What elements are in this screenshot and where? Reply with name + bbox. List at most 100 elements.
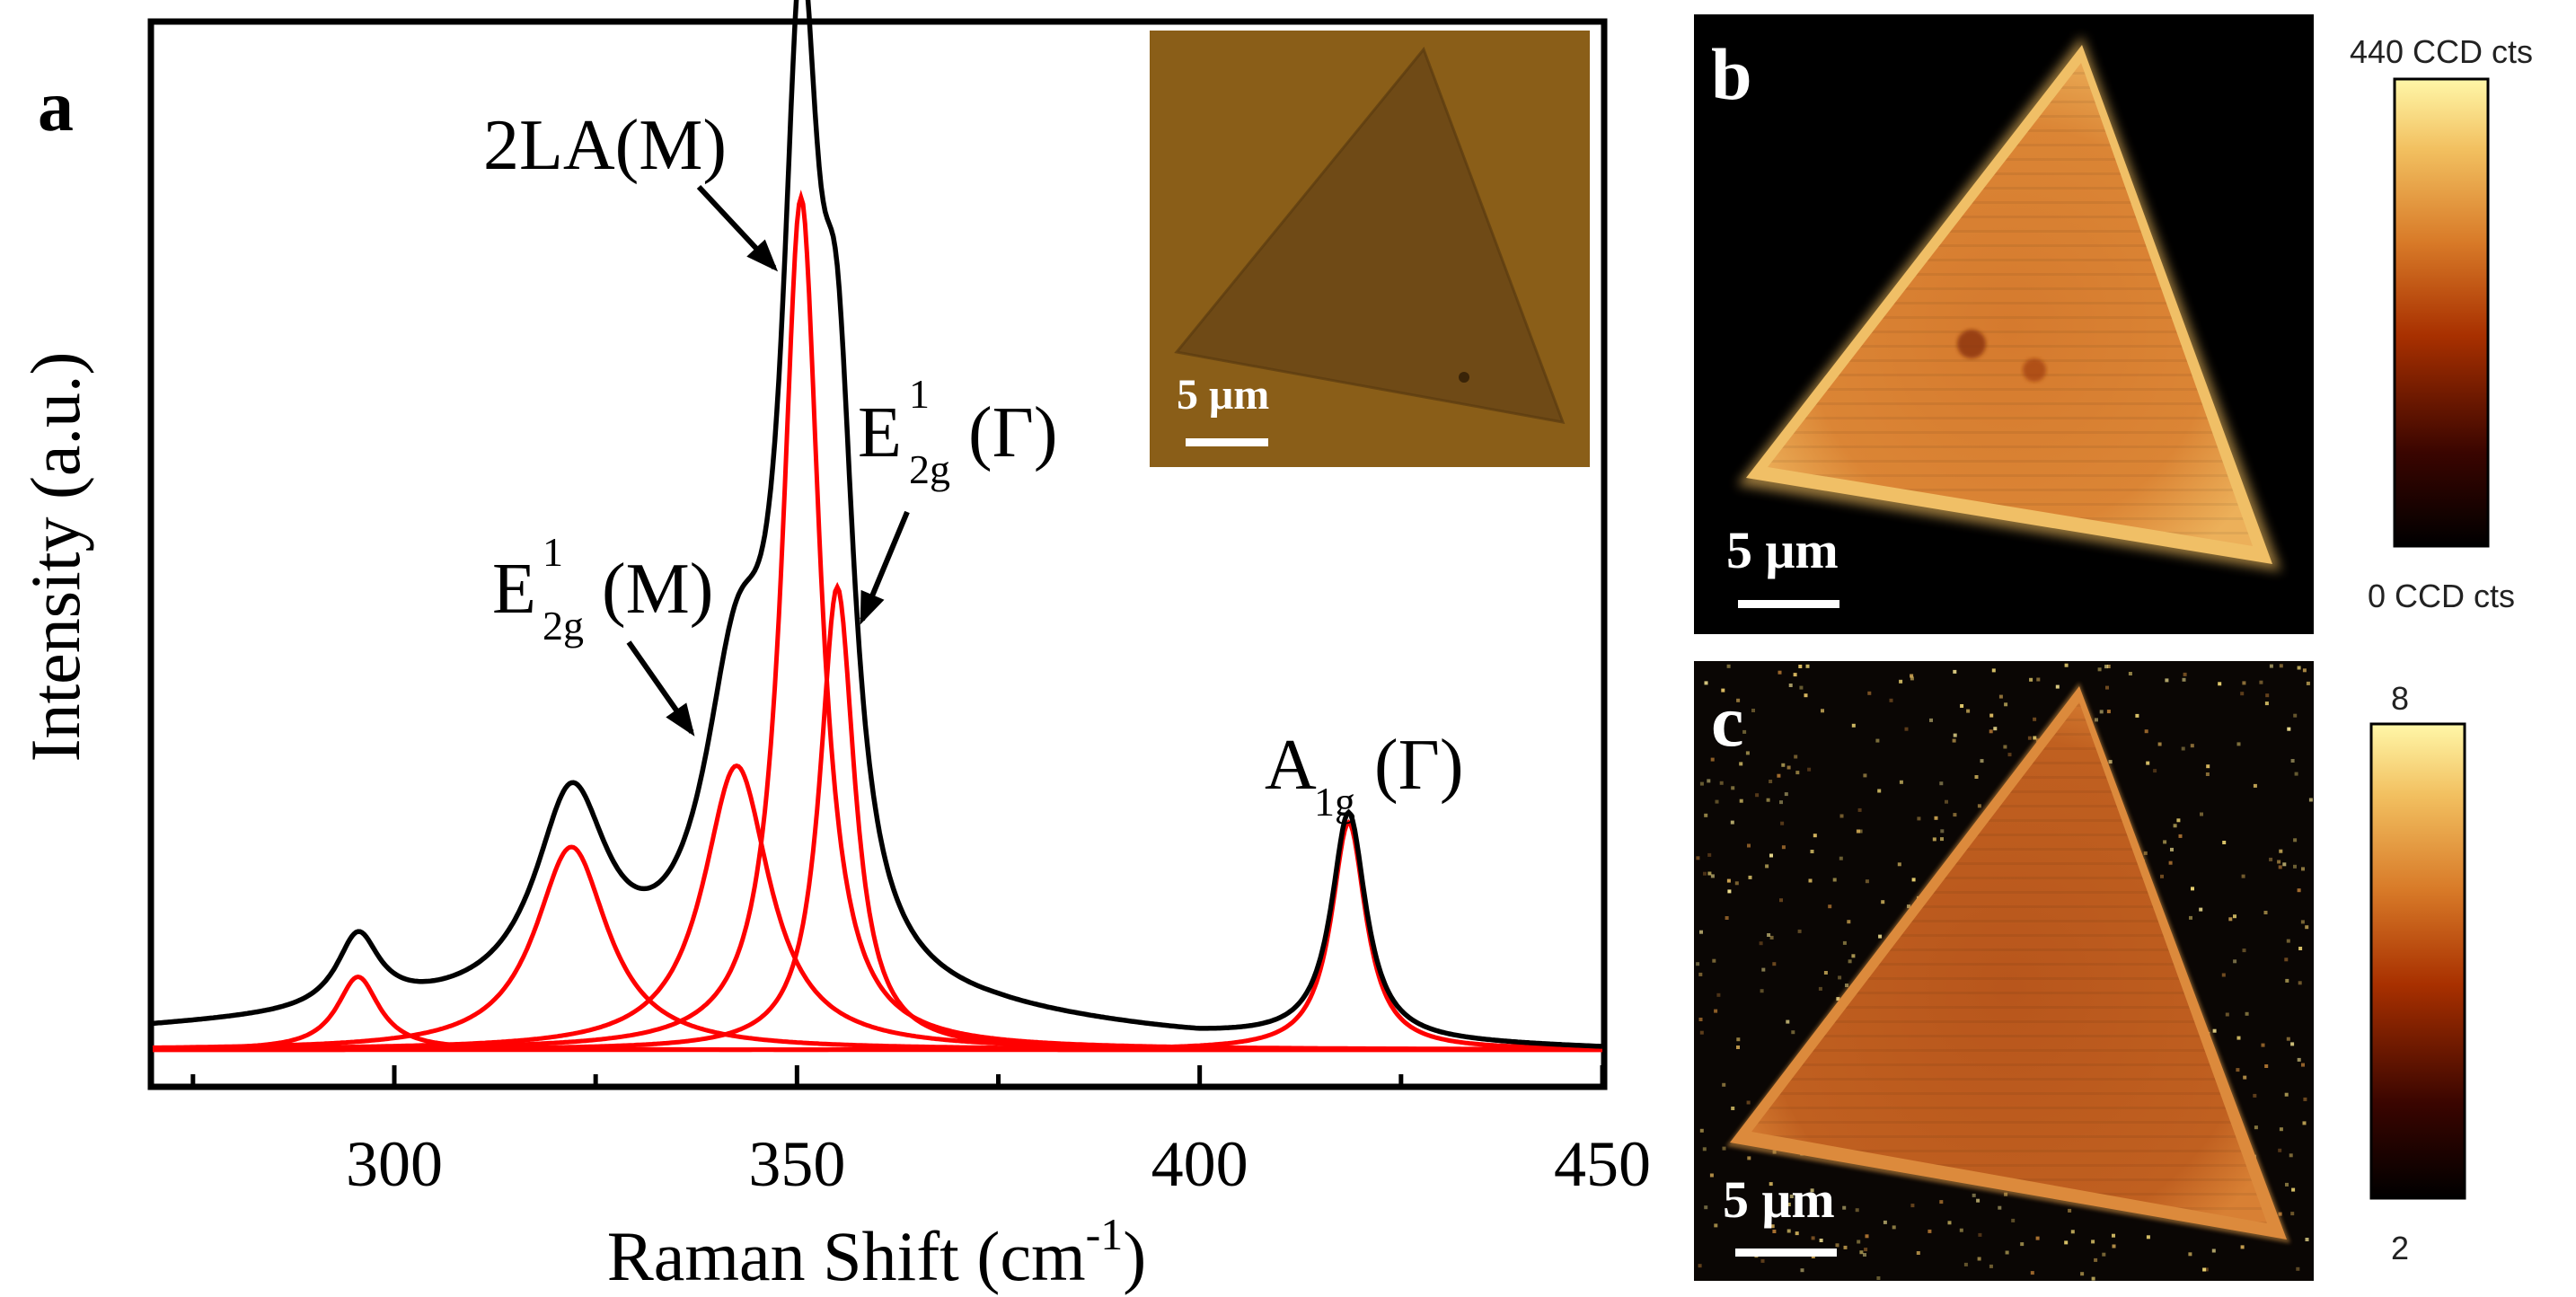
- noise-speck: [1781, 845, 1786, 850]
- plot-frame: [147, 18, 1608, 1090]
- noise-speck: [2298, 947, 2303, 950]
- noise-speck: [2003, 745, 2007, 749]
- panel-a: a 300 350 400 450 Intensity (a.u.) Raman Sh…: [16, 0, 1651, 1295]
- noise-speck: [2011, 1218, 2016, 1222]
- noise-speck: [1810, 1188, 1814, 1193]
- noise-speck: [2128, 672, 2132, 675]
- noise-speck: [1712, 958, 1716, 963]
- noise-speck: [2279, 664, 2283, 668]
- noise-speck: [1709, 1173, 1714, 1178]
- noise-speck: [2253, 783, 2257, 788]
- inset-scale-bar: [1186, 438, 1268, 446]
- noise-speck: [1781, 763, 1786, 767]
- noise-speck: [1813, 834, 1817, 838]
- noise-speck: [2163, 840, 2167, 844]
- noise-speck: [1765, 864, 1769, 869]
- noise-speck: [2170, 847, 2174, 851]
- panel-label-b: b: [1711, 33, 1752, 115]
- noise-speck: [2091, 1276, 2095, 1281]
- noise-speck: [2173, 824, 2177, 828]
- noise-speck: [1704, 1205, 1708, 1210]
- noise-speck: [2097, 667, 2102, 672]
- map-b-scale-bar: [1738, 600, 1839, 608]
- noise-speck: [1696, 962, 1700, 966]
- noise-speck: [1899, 679, 1903, 684]
- noise-speck: [2233, 959, 2237, 964]
- noise-speck: [1703, 871, 1707, 876]
- noise-speck: [1832, 878, 1837, 882]
- colorbar-c: [2369, 722, 2466, 1200]
- noise-speck: [2035, 1236, 2040, 1240]
- noise-speck: [2104, 665, 2108, 669]
- noise-speck: [1851, 723, 1856, 728]
- noise-speck: [1980, 759, 1984, 763]
- noise-speck: [1839, 856, 1843, 860]
- noise-speck: [2278, 865, 2282, 869]
- noise-speck: [1989, 713, 1994, 718]
- noise-speck: [2289, 1153, 2293, 1158]
- noise-speck: [1795, 1231, 1799, 1236]
- noise-speck: [1940, 829, 1945, 834]
- noise-speck: [2284, 1092, 2289, 1097]
- noise-speck: [1788, 684, 1793, 687]
- noise-speck: [2305, 925, 2309, 930]
- noise-speck: [1855, 1208, 1859, 1213]
- noise-speck: [1839, 814, 1844, 818]
- x-axis-label-sup: -1: [1086, 1209, 1124, 1259]
- annotation-e2g-m-sub: 2g: [543, 603, 584, 648]
- noise-speck: [1730, 820, 1734, 825]
- noise-speck: [1857, 807, 1862, 812]
- noise-speck: [2211, 1248, 2216, 1253]
- noise-speck: [2301, 1063, 2305, 1067]
- noise-speck: [2146, 1235, 2150, 1240]
- noise-speck: [1804, 693, 1808, 698]
- noise-speck: [1856, 829, 1860, 834]
- noise-speck: [2259, 680, 2263, 684]
- noise-speck: [1960, 704, 1964, 708]
- noise-speck: [2095, 718, 2098, 722]
- noise-speck: [2004, 1192, 2008, 1196]
- noise-speck: [1739, 762, 1743, 766]
- noise-speck: [2240, 1245, 2245, 1249]
- noise-speck: [1959, 1228, 1963, 1232]
- noise-speck: [1767, 933, 1771, 937]
- annotation-e2g-gamma: E: [858, 393, 902, 472]
- noise-speck: [2261, 1043, 2265, 1047]
- noise-speck: [2269, 664, 2273, 668]
- noise-speck: [2286, 1037, 2290, 1041]
- noise-speck: [2222, 841, 2227, 844]
- noise-speck: [1779, 800, 1783, 805]
- noise-speck: [2297, 666, 2301, 670]
- measured-spectrum-line: [152, 0, 1603, 1049]
- noise-speck: [1760, 989, 1764, 993]
- noise-speck: [2264, 1064, 2269, 1068]
- noise-speck: [1786, 1019, 1790, 1024]
- noise-speck: [1722, 1082, 1726, 1087]
- noise-speck: [2279, 1127, 2283, 1132]
- noise-speck: [1974, 775, 1979, 779]
- noise-speck: [1977, 1257, 1981, 1261]
- noise-speck: [2157, 742, 2162, 746]
- noise-speck: [1998, 694, 2003, 699]
- noise-speck: [1704, 681, 1708, 685]
- colorbar-c-max: 8: [2391, 680, 2409, 717]
- noise-speck: [1977, 804, 1981, 808]
- noise-speck: [2020, 1242, 2025, 1247]
- noise-speck: [1911, 878, 1916, 882]
- noise-speck: [1843, 1245, 1848, 1249]
- annotation-e2g-gamma-tail: (Γ): [968, 393, 1058, 472]
- noise-speck: [1707, 779, 1711, 783]
- noise-speck: [2064, 663, 2069, 667]
- noise-speck: [1746, 1100, 1751, 1105]
- noise-speck: [2030, 1271, 2034, 1275]
- noise-speck: [2183, 672, 2187, 676]
- annotation-e2g-gamma-sub: 2g: [909, 446, 950, 492]
- noise-speck: [1778, 670, 1782, 675]
- noise-speck: [2263, 911, 2268, 914]
- noise-speck: [1963, 1262, 1968, 1266]
- colorbar-b: [2393, 77, 2490, 548]
- noise-speck: [2243, 1075, 2247, 1080]
- noise-speck: [1828, 904, 1832, 909]
- x-tick-label-450: 450: [1554, 1128, 1651, 1200]
- noise-speck: [2293, 864, 2297, 869]
